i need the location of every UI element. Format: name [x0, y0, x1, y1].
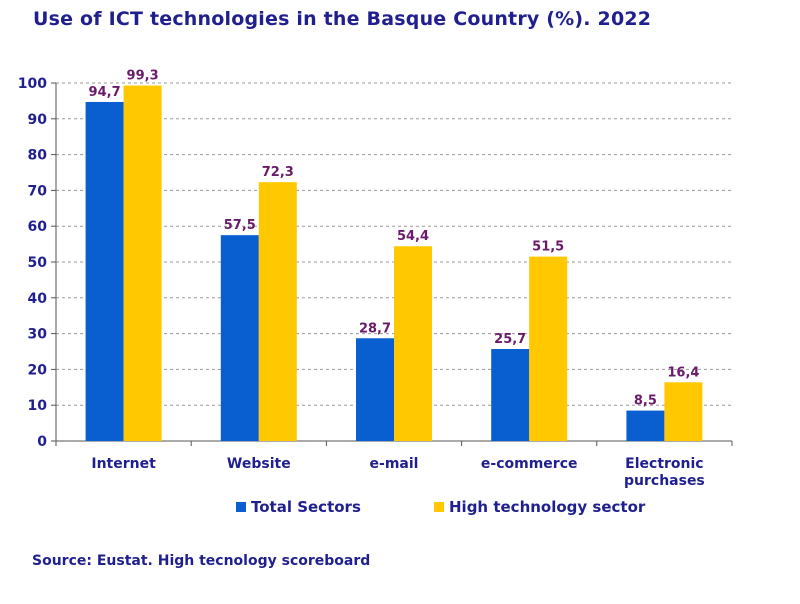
y-tick-label-0: 0 — [37, 434, 47, 450]
bar-hightech-2 — [394, 246, 432, 441]
bar-total-1 — [220, 235, 259, 441]
data-label-total-1: 57,5 — [224, 218, 256, 233]
legend-swatch-total — [236, 502, 246, 512]
y-tick-label-60: 60 — [28, 219, 48, 235]
y-tick-label-30: 30 — [28, 327, 48, 343]
y-tick-label-40: 40 — [28, 291, 48, 307]
x-category-label-1: Website — [227, 456, 291, 472]
x-category-label-2: e-mail — [370, 456, 419, 472]
data-label-total-3: 25,7 — [494, 332, 526, 347]
y-tick-label-20: 20 — [28, 362, 48, 378]
legend-label-hightech: High technology sector — [449, 498, 646, 516]
bar-hightech-0 — [123, 85, 162, 442]
data-label-hightech-2: 54,4 — [397, 229, 429, 244]
x-category-label-0: Internet — [91, 456, 156, 472]
bar-hightech-1 — [258, 182, 297, 441]
legend-swatch-hightech — [434, 502, 444, 512]
bar-total-0 — [85, 101, 124, 441]
data-label-total-4: 8,5 — [634, 394, 657, 409]
y-tick-label-10: 10 — [28, 398, 48, 414]
data-label-total-0: 94,7 — [89, 85, 121, 100]
y-tick-label-80: 80 — [28, 148, 48, 164]
y-tick-label-50: 50 — [28, 255, 48, 271]
data-label-hightech-1: 72,3 — [262, 165, 294, 180]
chart-title: Use of ICT technologies in the Basque Co… — [33, 8, 652, 30]
x-category-label-3: e-commerce — [481, 456, 578, 472]
y-tick-label-100: 100 — [18, 76, 47, 92]
y-tick-label-90: 90 — [28, 112, 48, 128]
data-label-hightech-3: 51,5 — [532, 240, 564, 255]
data-label-hightech-0: 99,3 — [127, 69, 159, 84]
x-category-label-4-line-1: purchases — [624, 473, 705, 489]
data-label-total-2: 28,7 — [359, 321, 391, 336]
bar-total-4 — [626, 410, 665, 441]
bar-hightech-3 — [529, 256, 568, 441]
x-category-label-4-line-0: Electronic — [625, 456, 703, 472]
bar-total-2 — [356, 338, 394, 441]
y-tick-label-70: 70 — [28, 183, 48, 199]
legend-label-total: Total Sectors — [251, 498, 361, 516]
source-note: Source: Eustat. High tecnology scoreboar… — [32, 553, 371, 569]
bar-total-3 — [491, 348, 530, 441]
bar-hightech-4 — [664, 382, 703, 441]
data-label-hightech-4: 16,4 — [667, 365, 699, 380]
